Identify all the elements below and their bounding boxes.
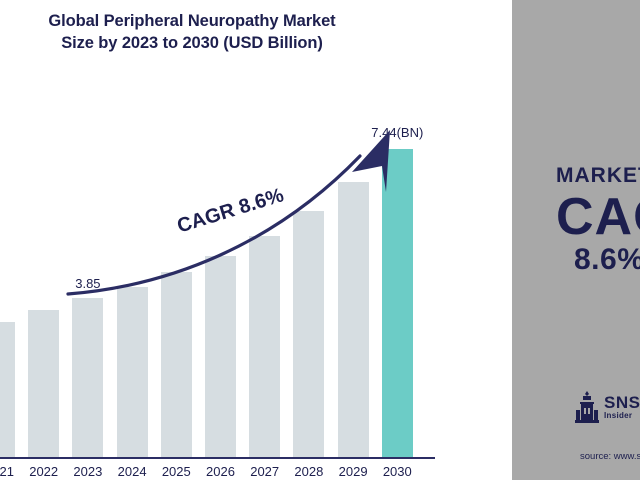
bar-2030 bbox=[381, 149, 413, 457]
x-tick-2024: 2024 bbox=[117, 464, 147, 479]
market-label: MARKET bbox=[556, 164, 640, 187]
bar-2027 bbox=[249, 235, 281, 457]
x-tick-2028: 2028 bbox=[294, 464, 324, 479]
bar-2021 bbox=[0, 321, 15, 457]
x-axis-line bbox=[0, 457, 435, 459]
growth-arrow-icon bbox=[66, 130, 390, 296]
source-note: source: www.snsinsider.com bbox=[580, 451, 640, 462]
bar-2026 bbox=[205, 256, 236, 457]
castle-logo-icon bbox=[575, 391, 599, 423]
cagr-value: 8.6% bbox=[574, 243, 640, 276]
x-tick-2025: 2025 bbox=[161, 464, 191, 479]
side-panel: MARKET CAGR 8.6% SNS Insider source: www… bbox=[512, 0, 640, 480]
brand-name: SNS bbox=[604, 392, 640, 412]
data-label-2023: 3.85 bbox=[75, 275, 101, 291]
x-tick-2022: 2022 bbox=[29, 464, 59, 479]
plot-area: 2021 2022 2023 2024 2025 2026 2027 2028 … bbox=[0, 66, 512, 479]
chart-panel: Global Peripheral Neuropathy Market Size… bbox=[0, 10, 512, 479]
bar-2028 bbox=[293, 210, 325, 457]
x-tick-2023: 2023 bbox=[73, 464, 103, 479]
bar-2022 bbox=[28, 310, 60, 457]
x-tick-2021: 2021 bbox=[0, 464, 14, 479]
page-title: Global Peripheral Neuropathy Market Size… bbox=[0, 10, 392, 55]
bar-2024 bbox=[116, 286, 148, 457]
bar-2029 bbox=[337, 181, 369, 457]
x-tick-2026: 2026 bbox=[206, 464, 235, 479]
brand-logo: SNS Insider bbox=[574, 390, 640, 424]
chart-title-line-2: Size by 2023 to 2030 (USD Billion) bbox=[61, 34, 323, 53]
x-tick-2030: 2030 bbox=[382, 464, 412, 479]
brand-tagline: Insider bbox=[604, 410, 633, 420]
bar-2023 bbox=[72, 297, 104, 457]
x-tick-2029: 2029 bbox=[338, 464, 368, 479]
x-tick-2027: 2027 bbox=[250, 464, 280, 479]
cagr-label: CAGR bbox=[556, 188, 640, 246]
brand-text: SNS Insider bbox=[604, 394, 640, 420]
chart-title-line-1: Global Peripheral Neuropathy Market bbox=[48, 12, 336, 30]
bar-2025 bbox=[160, 272, 192, 457]
